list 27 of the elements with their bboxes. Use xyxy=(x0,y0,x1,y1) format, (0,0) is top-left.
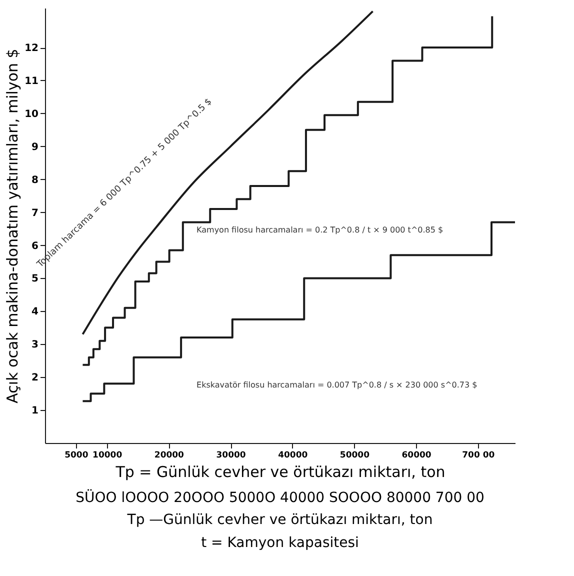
y-tick-label: 5 xyxy=(32,274,39,285)
y-tick-label: 6 xyxy=(32,240,39,252)
y-tick-label: 10 xyxy=(24,108,39,120)
annotation: Kamyon filosu harcamaları = 0.2 Tp^0.8 / t × 9 000 t^0.85 $ xyxy=(196,225,444,234)
text: t = Kamyon kapasitesi xyxy=(201,535,359,551)
text: Tp —Günlük cevher ve örtükazı miktarı, ton xyxy=(126,512,433,528)
y-tick-label: 11 xyxy=(24,76,39,87)
x-tick-label: 5000 xyxy=(64,450,88,460)
y-tick-label: 2 xyxy=(32,372,39,384)
y-tick-label: 1 xyxy=(32,406,39,417)
x-tick-label: 50000 xyxy=(340,450,370,460)
y-tick-label: 4 xyxy=(32,306,39,318)
y-tick-label: 3 xyxy=(32,340,39,351)
x-tick-label: 30000 xyxy=(216,450,246,460)
x-tick-label: 700 00 xyxy=(462,450,495,460)
x-tick-label: 40000 xyxy=(278,450,308,460)
x-axis-title: Tp = Günlük cevher ve örtükazı miktarı, ton xyxy=(114,463,446,481)
y-tick-label: 8 xyxy=(32,174,39,186)
y-axis-title: Açık ocak makina-donatım yatırımları, milyon $ xyxy=(4,48,22,404)
y-tick-label: 7 xyxy=(32,208,39,219)
x-tick-label: 60000 xyxy=(402,450,432,460)
y-tick-label: 12 xyxy=(24,43,39,54)
text: SÜOO lOOOO 20OOO 5000O 40000 SOOOO 80000 700 00 xyxy=(76,489,484,506)
y-tick-label: 9 xyxy=(32,142,39,153)
x-tick-label: 10000 xyxy=(92,450,122,460)
annotation: Ekskavatör filosu harcamaları = 0.007 Tp^0.8 / s × 230 000 s^0.73 $ xyxy=(196,380,478,390)
x-tick-label: 20000 xyxy=(154,450,184,460)
